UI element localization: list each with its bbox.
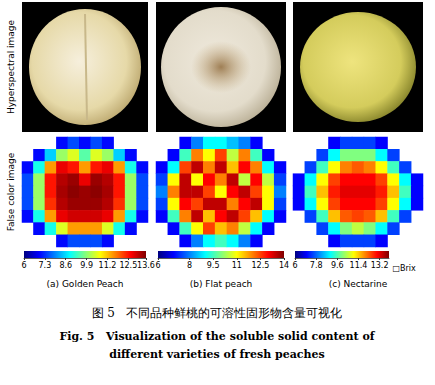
svg-text:9.5: 9.5 [207, 261, 220, 270]
svg-text:11.2: 11.2 [99, 261, 117, 270]
svg-text:□Brix: □Brix [392, 264, 416, 273]
svg-text:(b) Flat peach: (b) Flat peach [190, 279, 253, 289]
svg-text:8.6: 8.6 [59, 261, 72, 270]
svg-text:12.5: 12.5 [251, 261, 269, 270]
svg-text:12.5: 12.5 [119, 261, 137, 270]
svg-text:9.9: 9.9 [80, 261, 93, 270]
svg-text:7.3: 7.3 [39, 261, 52, 270]
svg-text:(c) Nectarine: (c) Nectarine [329, 279, 388, 289]
svg-text:图 5 不同品种鲜桃的可溶性固形物含量可视化: 图 5 不同品种鲜桃的可溶性固形物含量可视化 [92, 306, 343, 320]
svg-text:different varieties of fresh p: different varieties of fresh peaches [109, 348, 325, 361]
svg-text:11.4: 11.4 [350, 261, 368, 270]
svg-text:(a) Golden Peach: (a) Golden Peach [46, 279, 123, 289]
svg-text:13.6: 13.6 [137, 261, 155, 270]
svg-text:11: 11 [232, 261, 242, 270]
svg-text:False color image: False color image [6, 152, 16, 231]
svg-text:6: 6 [155, 261, 160, 270]
svg-text:6: 6 [21, 261, 26, 270]
svg-text:13.2: 13.2 [371, 261, 389, 270]
svg-text:Hyperspectral image: Hyperspectral image [6, 20, 16, 115]
svg-text:Fig. 5 Visualization of the: Fig. 5 Visualization of the soluble soli… [59, 330, 375, 343]
svg-text:9.6: 9.6 [331, 261, 344, 270]
svg-text:8: 8 [187, 261, 192, 270]
svg-text:14: 14 [279, 261, 289, 270]
svg-text:7.8: 7.8 [310, 261, 323, 270]
svg-text:6: 6 [292, 261, 297, 270]
